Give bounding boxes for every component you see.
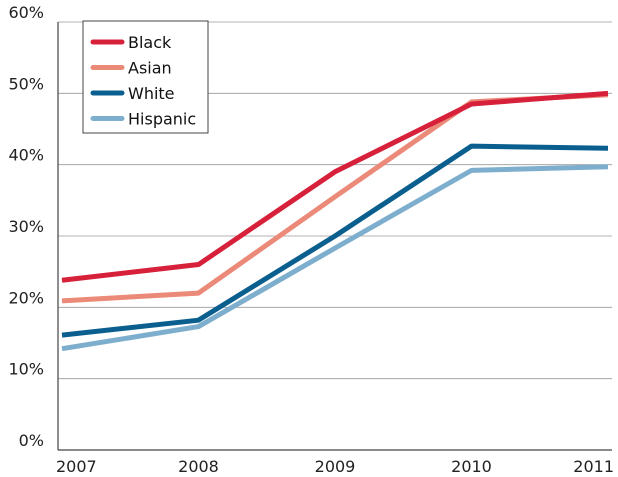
y-axis-ticks: 0% 10% 20% 30% 40% 50% 60% bbox=[8, 3, 44, 450]
y-tick-label: 60% bbox=[8, 3, 44, 22]
x-axis-ticks: 2007 2008 2009 2010 2011 bbox=[56, 457, 614, 476]
legend-label-asian: Asian bbox=[128, 59, 172, 78]
x-tick-label: 2010 bbox=[451, 457, 492, 476]
series-line-hispanic bbox=[61, 164, 609, 352]
legend: Black Asian White Hispanic bbox=[82, 20, 209, 134]
series-line-white bbox=[61, 143, 609, 338]
x-tick-label: 2009 bbox=[315, 457, 356, 476]
y-tick-label: 30% bbox=[8, 217, 44, 236]
y-tick-label: 50% bbox=[8, 74, 44, 93]
legend-label-black: Black bbox=[128, 33, 172, 52]
x-tick-label: 2011 bbox=[573, 457, 614, 476]
x-tick-label: 2008 bbox=[178, 457, 219, 476]
legend-label-hispanic: Hispanic bbox=[128, 110, 196, 129]
y-tick-label: 40% bbox=[8, 146, 44, 165]
y-tick-label: 10% bbox=[8, 360, 44, 379]
x-tick-label: 2007 bbox=[56, 457, 97, 476]
y-tick-label: 20% bbox=[8, 288, 44, 307]
series-line-black bbox=[61, 90, 609, 283]
legend-label-white: White bbox=[128, 84, 175, 103]
series-lines bbox=[61, 90, 609, 352]
y-tick-label: 0% bbox=[19, 431, 44, 450]
